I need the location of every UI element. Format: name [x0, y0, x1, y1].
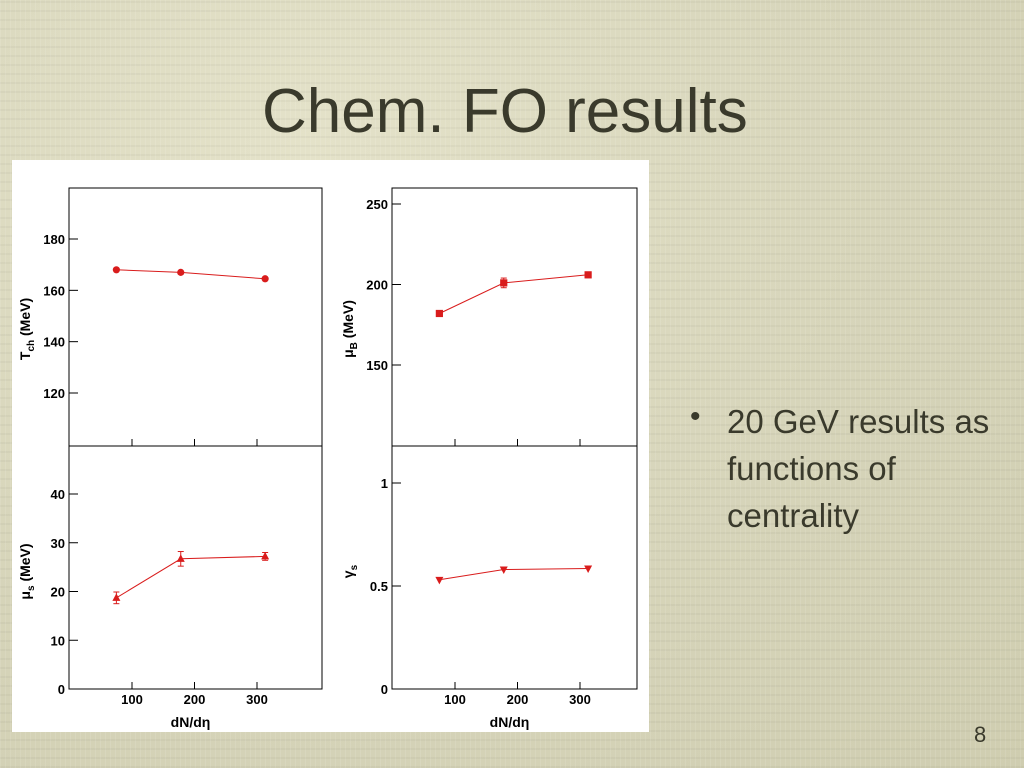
panel-2-point-1: [500, 279, 508, 287]
bullet-dot-icon: •: [690, 400, 701, 433]
panel-4-ytick-label-0: 0: [381, 682, 388, 697]
panel-1-point-2: [261, 275, 269, 283]
panel-3-point-2: [261, 551, 270, 560]
panel-1-point-1: [177, 268, 185, 276]
panel-4-point-0: [435, 576, 444, 585]
panel-1-ytick-label-2: 160: [43, 283, 65, 298]
bullet-text: 20 GeV results as functions of centralit…: [727, 403, 990, 534]
panel-3-frame: [68, 445, 323, 690]
panel-3-xtick-label-1: 200: [184, 692, 206, 707]
panel-4-xtick-label-2: 300: [569, 692, 591, 707]
panel-4-ytick-label-2: 1: [381, 476, 388, 491]
panel-2-ylabel: μB (MeV): [340, 300, 360, 358]
panel-1-ytick-label-1: 140: [43, 335, 65, 350]
panel-3-ytick-label-1: 10: [51, 633, 65, 648]
panel-2-frame: [391, 187, 638, 447]
panel-4-series-line: [439, 568, 589, 581]
panel-4-xlabel: dN/dη: [490, 714, 530, 730]
panel-4-frame: [391, 445, 638, 690]
panel-4-point-1: [499, 566, 508, 575]
panel-1-ylabel: Tch (MeV): [17, 298, 37, 360]
panel-1-ytick-label-3: 180: [43, 232, 65, 247]
panel-3-xtick-label-0: 100: [121, 692, 143, 707]
panel-3-point-0: [112, 593, 121, 601]
panel-3-ytick-label-3: 30: [51, 536, 65, 551]
page-number: 8: [974, 722, 987, 747]
panel-3-ytick-label-0: 0: [58, 682, 65, 697]
panel-1-point-0: [112, 266, 120, 274]
chart-figure: 120 140 160 180 Tch (MeV) 150 200 250 μB (MeV) 0 1…: [12, 160, 649, 732]
panel-2-point-2: [584, 271, 592, 279]
panel-4-ylabel: γs: [340, 564, 360, 578]
panel-3-ylabel: μs (MeV): [17, 543, 37, 599]
panel-1-frame: [68, 187, 323, 447]
panel-3-ytick-label-2: 20: [51, 585, 65, 600]
panel-2-ytick-label-0: 150: [366, 358, 388, 373]
panel-4-point-2: [584, 565, 593, 573]
panel-2-ytick-label-2: 250: [366, 197, 388, 212]
panel-1-ytick-label-0: 120: [43, 386, 65, 401]
panel-1-series-line: [116, 269, 266, 280]
panel-2-point-0: [435, 309, 443, 318]
panel-3-ytick-label-4: 40: [51, 487, 65, 502]
panel-3-xlabel: dN/dη: [171, 714, 211, 730]
panel-3-xtick-label-2: 300: [246, 692, 268, 707]
panel-4-xtick-label-1: 200: [507, 692, 529, 707]
panel-3-series-line: [116, 555, 266, 599]
panel-3-point-1: [176, 554, 185, 562]
panel-4-xtick-label-0: 100: [444, 692, 466, 707]
panel-2-ytick-label-1: 200: [366, 278, 388, 293]
panel-4-ytick-label-1: 0.5: [370, 579, 388, 594]
slide-title: Chem. FO results: [262, 77, 748, 146]
panel-2-series-line: [439, 274, 589, 314]
